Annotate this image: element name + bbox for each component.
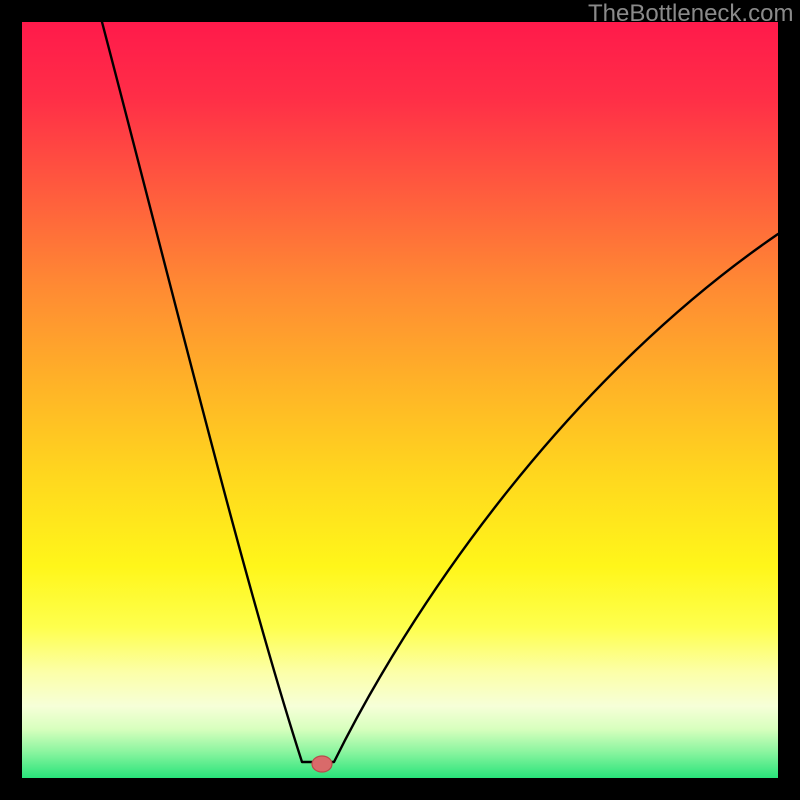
curve-svg xyxy=(22,22,778,778)
watermark-text: TheBottleneck.com xyxy=(588,0,793,28)
bottleneck-curve xyxy=(102,22,778,762)
plot-area xyxy=(22,22,778,778)
minimum-marker xyxy=(312,756,332,772)
